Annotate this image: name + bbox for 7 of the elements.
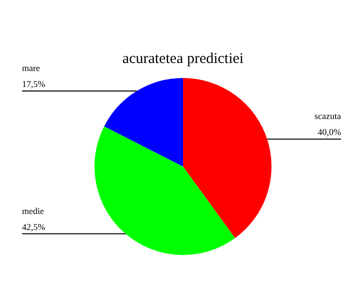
data-label: 40,0% bbox=[318, 127, 342, 138]
chart-title: acuratetea predictiei bbox=[122, 50, 244, 67]
slice-label: scazuta bbox=[314, 111, 341, 122]
data-label: 42,5% bbox=[22, 222, 46, 232]
slice-label: medie bbox=[22, 206, 44, 216]
data-label: 17,5% bbox=[22, 79, 46, 90]
slice-label: mare bbox=[22, 63, 40, 74]
